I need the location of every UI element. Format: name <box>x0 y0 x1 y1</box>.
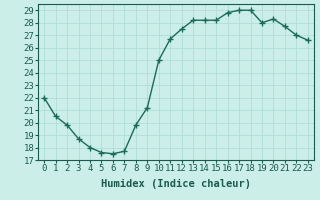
X-axis label: Humidex (Indice chaleur): Humidex (Indice chaleur) <box>101 179 251 189</box>
